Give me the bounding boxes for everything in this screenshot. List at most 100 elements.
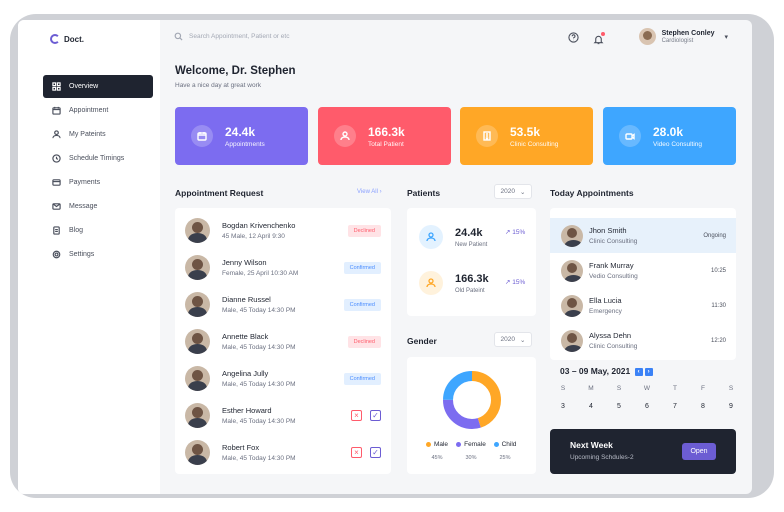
- new-patient-stat: 24.4k New Patient: [419, 225, 487, 249]
- gender-title: Gender: [407, 336, 437, 346]
- list-item[interactable]: Annette Black Male, 45 Today 14:30 PM Dec…: [185, 329, 381, 354]
- chevron-down-icon: ▾: [724, 33, 728, 41]
- avatar: [561, 330, 583, 352]
- view-all-link[interactable]: View All ›: [357, 189, 382, 195]
- search-bar[interactable]: Search Appointment, Patient or etc: [174, 32, 289, 41]
- sidebar-item-overview[interactable]: Overview: [43, 75, 153, 98]
- stat-label: Clinic Consulting: [510, 141, 558, 148]
- video-icon: [619, 125, 641, 147]
- sidebar-item-label: Blog: [69, 227, 83, 234]
- stat-value: 53.5k: [510, 125, 558, 139]
- list-item[interactable]: Dianne Russel Male, 45 Today 14:30 PM Con…: [185, 292, 381, 317]
- welcome-block: Welcome, Dr. Stephen Have a nice day at …: [175, 65, 296, 89]
- today-appointments-card: Jhon Smith Clinic Consulting Ongoing Fran…: [550, 208, 736, 360]
- sidebar-item-appointment[interactable]: Appointment: [43, 99, 153, 122]
- stat-card-appointments[interactable]: 24.4k Appointments: [175, 107, 308, 165]
- patient-name: Bogdan Krivenchenko: [222, 221, 348, 230]
- accept-button[interactable]: ✓: [370, 447, 381, 458]
- avatar: [185, 440, 210, 465]
- stat-card-total-patient[interactable]: 166.3k Total Patient: [318, 107, 451, 165]
- legend-dot: [426, 442, 431, 447]
- patients-year-select[interactable]: 2020 ⌄: [494, 184, 532, 199]
- user-role: Cardiologist: [662, 38, 715, 44]
- notification-button[interactable]: [593, 32, 604, 50]
- sidebar-item-settings[interactable]: Settings: [43, 243, 153, 266]
- sidebar-item-label: Message: [69, 203, 97, 210]
- building-icon: [476, 125, 498, 147]
- avatar: [185, 218, 210, 243]
- day-number: 3: [549, 403, 577, 410]
- list-item[interactable]: Angelina Jully Male, 45 Today 14:30 PM Co…: [185, 366, 381, 391]
- help-icon[interactable]: [568, 32, 579, 43]
- user-icon: [52, 130, 61, 139]
- weekday-label: S: [717, 385, 745, 392]
- gear-icon: [52, 250, 61, 259]
- patient-name: Jhon Smith: [589, 226, 703, 235]
- sidebar-item-payments[interactable]: Payments: [43, 171, 153, 194]
- sidebar-item-blog[interactable]: Blog: [43, 219, 153, 242]
- user-menu[interactable]: Stephen Conley Cardiologist ▾: [639, 28, 728, 45]
- search-input[interactable]: Search Appointment, Patient or etc: [189, 33, 289, 40]
- status-badge: Confirmed: [344, 299, 381, 311]
- avatar: [185, 329, 210, 354]
- sidebar-item-schedule-timings[interactable]: Schedule Timings: [43, 147, 153, 170]
- page-title: Welcome, Dr. Stephen: [175, 65, 296, 77]
- accept-button[interactable]: ✓: [370, 410, 381, 421]
- appointment-type: Emergency: [589, 308, 711, 315]
- sidebar-item-my-patients[interactable]: My Pateints: [43, 123, 153, 146]
- status-badge: Declined: [348, 225, 381, 237]
- legend-label: Male: [434, 441, 448, 448]
- list-item[interactable]: Robert Fox Male, 45 Today 14:30 PM × ✓: [185, 440, 381, 465]
- next-week-title: Next Week: [570, 440, 613, 450]
- prev-week-button[interactable]: ‹: [635, 368, 643, 376]
- appointment-type: Vedio Consulting: [589, 273, 711, 280]
- avatar: [185, 403, 210, 428]
- list-item[interactable]: Frank Murray Vedio Consulting 10:25: [550, 253, 736, 288]
- patient-name: Esther Howard: [222, 406, 343, 415]
- patient-name: Frank Murray: [589, 261, 711, 270]
- patient-name: Angelina Jully: [222, 369, 344, 378]
- sidebar-item-label: Schedule Timings: [69, 155, 124, 162]
- weekday-label: M: [577, 385, 605, 392]
- stat-card-video-consulting[interactable]: 28.0k Video Consulting: [603, 107, 736, 165]
- logo[interactable]: Doct.: [50, 34, 84, 44]
- open-button[interactable]: Open: [682, 443, 716, 460]
- sidebar-item-message[interactable]: Message: [43, 195, 153, 218]
- patients-card: 24.4k New Patient ↗ 15% 166.3k Old Pateint…: [407, 208, 536, 316]
- appointment-time: 11:30: [711, 303, 726, 309]
- legend-child: Child 25%: [488, 441, 522, 461]
- old-patient-label: Old Pateint: [455, 288, 489, 294]
- chevron-down-icon: ⌄: [520, 188, 525, 196]
- legend-male: Male 45%: [420, 441, 454, 461]
- gender-year-select[interactable]: 2020 ⌄: [494, 332, 532, 347]
- stat-card-clinic-consulting[interactable]: 53.5k Clinic Consulting: [460, 107, 593, 165]
- patients-title: Patients: [407, 188, 440, 198]
- decline-button[interactable]: ×: [351, 447, 362, 458]
- day-number: 7: [661, 403, 689, 410]
- list-item[interactable]: Jenny Wilson Female, 25 April 10:30 AM Co…: [185, 255, 381, 280]
- sidebar-item-label: Overview: [69, 83, 98, 90]
- gender-card: Male 45% Female 30% Child 25%: [407, 357, 536, 474]
- week-range-label: 03 – 09 May, 2021: [560, 366, 630, 376]
- week-range: 03 – 09 May, 2021 ‹ ›: [560, 366, 653, 376]
- calendar-icon: [52, 106, 61, 115]
- patient-detail: Male, 45 Today 14:30 PM: [222, 381, 344, 388]
- list-item[interactable]: Ella Lucia Emergency 11:30: [550, 288, 736, 323]
- list-item[interactable]: Esther Howard Male, 45 Today 14:30 PM × ✓: [185, 403, 381, 428]
- stat-label: Appointments: [225, 141, 265, 148]
- next-week-button[interactable]: ›: [645, 368, 653, 376]
- decline-button[interactable]: ×: [351, 410, 362, 421]
- old-patient-value: 166.3k: [455, 273, 489, 285]
- list-item[interactable]: Bogdan Krivenchenko 45 Male, 12 April 9:3…: [185, 218, 381, 243]
- stat-value: 24.4k: [225, 125, 265, 139]
- list-item[interactable]: Jhon Smith Clinic Consulting Ongoing: [550, 218, 736, 253]
- status-badge: Confirmed: [344, 373, 381, 385]
- list-item[interactable]: Alyssa Dehn Clinic Consulting 12:20: [550, 323, 736, 358]
